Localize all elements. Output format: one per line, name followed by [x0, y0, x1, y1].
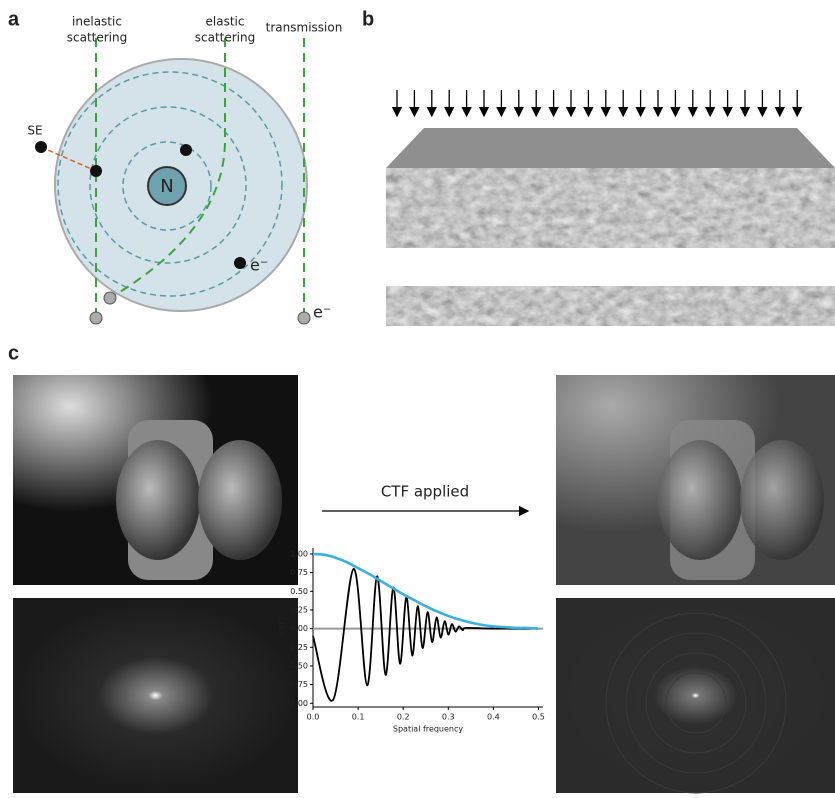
photo-detail — [658, 440, 742, 560]
electron — [90, 165, 102, 177]
x-tick-label: 0.3 — [442, 713, 455, 722]
y-tick-label: 0.25 — [290, 605, 308, 614]
ctf-line — [313, 569, 538, 701]
electron — [104, 292, 116, 304]
arrow-label: CTF applied — [381, 483, 469, 501]
label: elastic — [206, 15, 245, 29]
y-tick-label: -0.75 — [287, 680, 308, 689]
y-tick-label: 1.00 — [290, 549, 308, 558]
label: scattering — [67, 31, 128, 45]
fft-image — [13, 598, 298, 793]
nucleus-label: N — [160, 176, 173, 197]
tomogram-image — [386, 168, 835, 248]
y-tick-label: -1.00 — [287, 699, 308, 708]
y-axis-label: CTF — [279, 620, 288, 635]
y-tick-label: 0.50 — [290, 587, 308, 596]
electron — [90, 312, 102, 324]
electron — [298, 312, 310, 324]
x-tick-label: 0.0 — [307, 713, 320, 722]
atom-diagram: N inelastic scattering elastic scatterin… — [27, 15, 342, 325]
label: inelastic — [72, 15, 122, 29]
electron — [180, 144, 192, 156]
y-tick-label: 0.75 — [290, 568, 308, 577]
x-tick-label: 0.5 — [532, 713, 545, 722]
x-axis-label: Spatial frequency — [393, 725, 463, 734]
beam-arrows — [397, 90, 797, 116]
sample-slab — [386, 128, 835, 168]
panel-label: a — [8, 8, 20, 30]
photo — [13, 375, 298, 585]
panel-label: c — [8, 342, 19, 364]
label: transmission — [266, 21, 343, 35]
tomogram-image — [386, 286, 835, 326]
photo-detail — [740, 440, 824, 560]
photo — [556, 375, 835, 585]
ctf-chart: 1.00 0.75 0.50 0.25 0.00 -0.25 -0.50 -0.75 -1.00… — [279, 548, 545, 734]
figure: a b c N inelastic scattering elastic sca… — [0, 0, 835, 798]
photo-detail — [198, 440, 282, 560]
y-tick-label: -0.25 — [287, 643, 308, 652]
photo-detail — [116, 440, 200, 560]
x-tick-label: 0.4 — [487, 713, 500, 722]
x-tick-label: 0.2 — [397, 713, 410, 722]
label: SE — [27, 124, 42, 138]
label: e⁻ — [313, 303, 331, 322]
label: e⁻ — [250, 256, 268, 275]
y-tick-label: 0.00 — [290, 624, 308, 633]
fft-image — [556, 598, 835, 793]
y-tick-label: -0.50 — [287, 661, 308, 670]
electron — [234, 257, 246, 269]
electron — [35, 141, 47, 153]
label: scattering — [195, 31, 256, 45]
x-tick-label: 0.1 — [352, 713, 365, 722]
panel-label: b — [362, 8, 374, 30]
